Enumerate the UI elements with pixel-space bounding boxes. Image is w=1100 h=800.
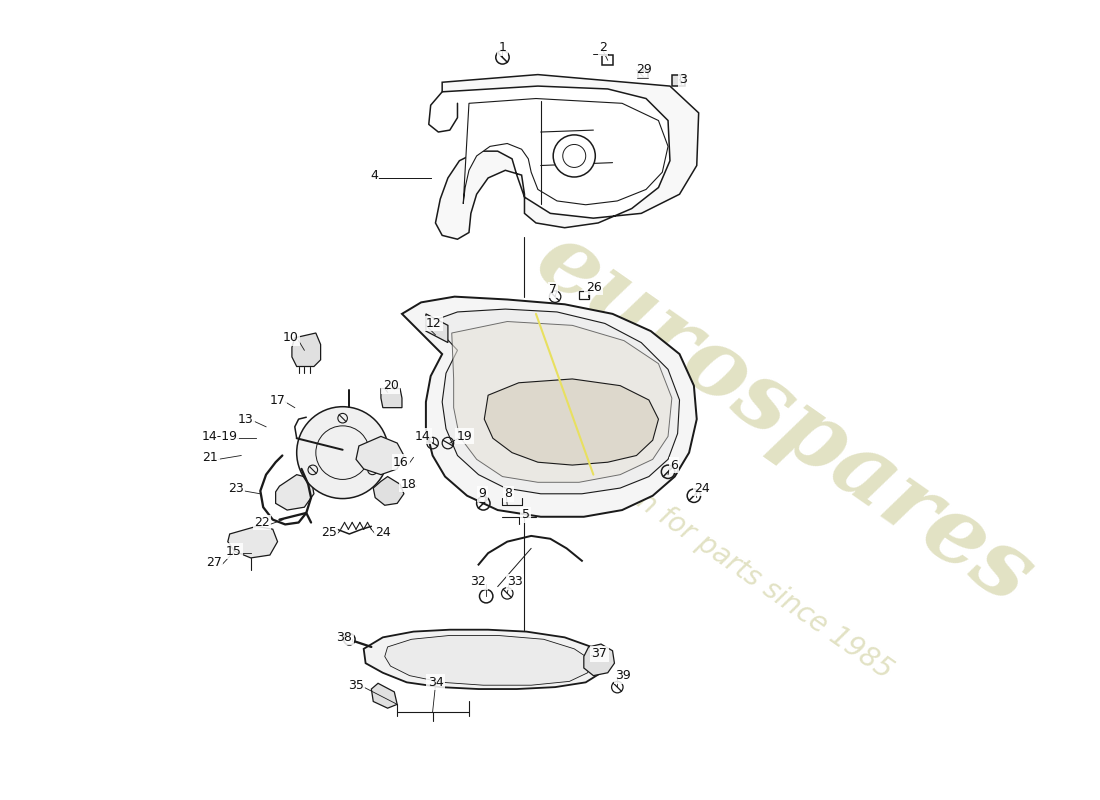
Circle shape: [297, 406, 388, 498]
Text: eurospares: eurospares: [519, 214, 1050, 624]
Polygon shape: [426, 314, 448, 342]
Circle shape: [553, 135, 595, 177]
Text: 24: 24: [694, 482, 710, 494]
Text: 10: 10: [283, 331, 298, 344]
Text: 19: 19: [456, 430, 472, 443]
Text: 6: 6: [670, 458, 678, 471]
Text: 4: 4: [371, 169, 378, 182]
Circle shape: [480, 590, 493, 603]
Text: 27: 27: [206, 556, 222, 570]
Text: 25: 25: [321, 526, 337, 538]
Text: 33: 33: [507, 575, 522, 588]
Text: 3: 3: [680, 73, 688, 86]
Bar: [638, 70, 648, 78]
Text: 15: 15: [226, 545, 241, 558]
Text: 20: 20: [383, 379, 398, 392]
Polygon shape: [452, 322, 672, 482]
Text: 2: 2: [600, 42, 607, 54]
Bar: [672, 74, 685, 86]
Text: 12: 12: [426, 317, 441, 330]
Polygon shape: [228, 526, 277, 558]
Text: 23: 23: [229, 482, 244, 494]
Text: 17: 17: [270, 394, 285, 406]
Polygon shape: [484, 379, 659, 465]
Text: 21: 21: [202, 451, 218, 464]
Text: 14: 14: [415, 430, 431, 443]
Text: 8: 8: [505, 487, 513, 500]
Polygon shape: [385, 635, 592, 686]
Text: 32: 32: [471, 575, 486, 588]
Text: 1: 1: [498, 42, 506, 54]
Polygon shape: [381, 389, 402, 408]
Polygon shape: [373, 477, 404, 506]
Polygon shape: [402, 297, 696, 517]
Text: 37: 37: [592, 647, 607, 660]
Text: 26: 26: [585, 281, 602, 294]
Text: 13: 13: [238, 413, 254, 426]
Text: 5: 5: [521, 508, 529, 522]
Polygon shape: [276, 474, 314, 510]
Polygon shape: [584, 644, 615, 676]
Text: 7: 7: [549, 283, 557, 297]
Text: 22: 22: [254, 516, 270, 529]
Polygon shape: [292, 333, 320, 366]
Bar: [602, 55, 614, 65]
Text: 29: 29: [637, 63, 652, 76]
Polygon shape: [364, 630, 605, 689]
Text: 24: 24: [375, 526, 390, 538]
Text: 9: 9: [478, 487, 486, 500]
Text: 34: 34: [428, 676, 443, 689]
Text: 39: 39: [615, 669, 631, 682]
Text: a passion for parts since 1985: a passion for parts since 1985: [538, 422, 898, 685]
Polygon shape: [356, 436, 404, 474]
Text: 35: 35: [348, 678, 364, 692]
Polygon shape: [436, 74, 698, 239]
Polygon shape: [372, 683, 397, 708]
Text: 38: 38: [337, 631, 352, 644]
Polygon shape: [431, 309, 680, 494]
Text: 18: 18: [400, 478, 416, 490]
Circle shape: [343, 634, 355, 645]
Text: 16: 16: [393, 456, 409, 469]
Text: 14-19: 14-19: [201, 430, 238, 443]
Bar: [579, 291, 588, 298]
Polygon shape: [463, 98, 668, 205]
